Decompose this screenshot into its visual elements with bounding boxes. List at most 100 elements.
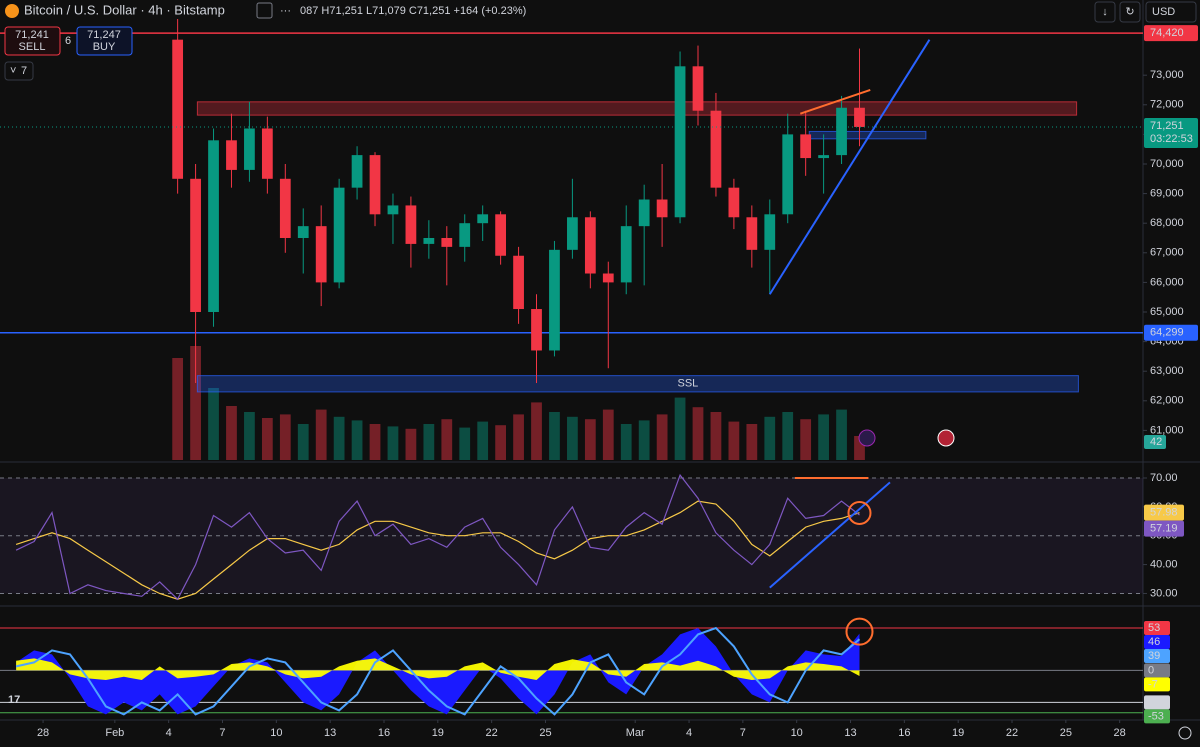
value-tag-bg (1144, 520, 1184, 537)
y-tick-label: 67,000 (1150, 247, 1184, 259)
volume-bar (531, 402, 542, 460)
candle-body (638, 199, 650, 227)
volume-bar (638, 420, 650, 460)
x-tick-label: 25 (539, 727, 551, 739)
indicators-toggle[interactable] (4, 61, 34, 81)
y-tick-label: 62,000 (1150, 395, 1184, 407)
level-tag: 74,420 (1150, 27, 1184, 39)
currency: USD (1152, 6, 1175, 18)
candle-body (226, 140, 237, 170)
volume-bar (746, 424, 758, 460)
x-tick-label: 10 (270, 727, 282, 739)
value-tag: -53 (1148, 710, 1164, 722)
candle-body (261, 128, 273, 179)
sell-button[interactable] (4, 26, 61, 56)
zone (196, 375, 1079, 393)
volume-bar (261, 418, 273, 460)
x-tick-label: 7 (219, 727, 225, 739)
candle-body (172, 39, 184, 179)
candle-body (513, 255, 524, 310)
volume-bar (172, 358, 184, 460)
x-tick-label: 19 (952, 727, 964, 739)
last-price: 71,251 (1150, 120, 1184, 132)
us-event-icon[interactable] (937, 429, 955, 447)
y-tick-label: 63,000 (1150, 365, 1184, 377)
candle-body (351, 155, 363, 188)
volume-bar (656, 414, 668, 460)
logo: 17 (8, 694, 20, 706)
candle-body (244, 128, 255, 170)
x-tick-label: 16 (378, 727, 390, 739)
volume-bar (208, 388, 219, 460)
trendline (799, 89, 871, 115)
candle-body (208, 140, 219, 312)
event-icon[interactable] (858, 429, 876, 447)
symbol-title: Bitcoin / U.S. Dollar · 4h · Bitstamp (24, 2, 225, 17)
volume-bar (477, 421, 489, 460)
buy-button[interactable] (76, 26, 133, 56)
value-tag-bg (1144, 709, 1170, 724)
countdown: 03:22:53 (1150, 133, 1193, 145)
download-icon: ↓ (1102, 6, 1108, 18)
candle-body (584, 217, 596, 274)
x-tick-label: 28 (37, 727, 49, 739)
last-price-bg (1144, 117, 1198, 148)
volume-bar (728, 421, 740, 460)
value-tag-bg (1144, 649, 1170, 663)
download-button[interactable] (1094, 1, 1116, 23)
hide-button[interactable] (256, 2, 273, 19)
volume-bar (369, 424, 381, 460)
candle-body (315, 226, 327, 283)
volume-bar (387, 426, 399, 460)
volume-bar (279, 414, 291, 460)
candle-body (782, 134, 794, 215)
candle-body (459, 223, 471, 247)
volume-bar (584, 419, 596, 460)
value-tag: 46 (1148, 636, 1160, 648)
zone (196, 101, 1078, 116)
volume-bar (495, 425, 507, 460)
sell-label: SELL (19, 41, 46, 53)
value-tag: -40 (1148, 696, 1164, 708)
volume-bar (423, 424, 435, 460)
x-tick-label: 22 (1006, 727, 1018, 739)
plot: 61,00062,00063,00064,00065,00066,00067,0… (0, 18, 1198, 739)
x-tick-label: 16 (898, 727, 910, 739)
value-tag: 39 (1148, 650, 1160, 662)
volume-bar (818, 414, 829, 460)
volume-bar (190, 346, 201, 460)
indicator-line (15, 473, 860, 601)
oscillator-area (16, 658, 860, 680)
candle-body (190, 178, 201, 312)
volume-bar (567, 416, 578, 460)
volume-bar (710, 412, 722, 460)
sell-price: 71,241 (15, 29, 49, 41)
candle-body (602, 273, 614, 283)
value-tag: 57.98 (1150, 507, 1178, 519)
settings-icon[interactable] (1178, 726, 1192, 740)
y-tick-label: 70.00 (1150, 472, 1178, 484)
y-tick-label: 68,000 (1150, 217, 1184, 229)
volume-bar (441, 419, 453, 460)
volume-bar (315, 409, 327, 460)
candle-body (441, 237, 453, 247)
refresh-button[interactable] (1119, 1, 1141, 23)
y-tick-label: 65,000 (1150, 306, 1184, 318)
header: Bitcoin / U.S. Dollar · 4h · Bitstamp ··… (4, 1, 1197, 740)
x-tick-label: Feb (105, 727, 124, 739)
level-tag-bg (1144, 324, 1198, 341)
volume-bar (549, 412, 560, 460)
volume-bar (602, 409, 614, 460)
value-tag-bg (1144, 677, 1170, 692)
volume-bar (620, 424, 632, 460)
candle-body (333, 187, 345, 283)
x-tick-label: 19 (432, 727, 444, 739)
value-tag-bg (1144, 663, 1170, 678)
currency-select[interactable] (1145, 1, 1197, 23)
x-tick-label: 10 (791, 727, 803, 739)
volume-bar (244, 412, 255, 460)
x-tick-label: 22 (486, 727, 498, 739)
value-tag-bg (1144, 695, 1170, 710)
more-dots[interactable]: ··· (280, 5, 291, 17)
y-tick-label: 40.00 (1150, 558, 1178, 570)
